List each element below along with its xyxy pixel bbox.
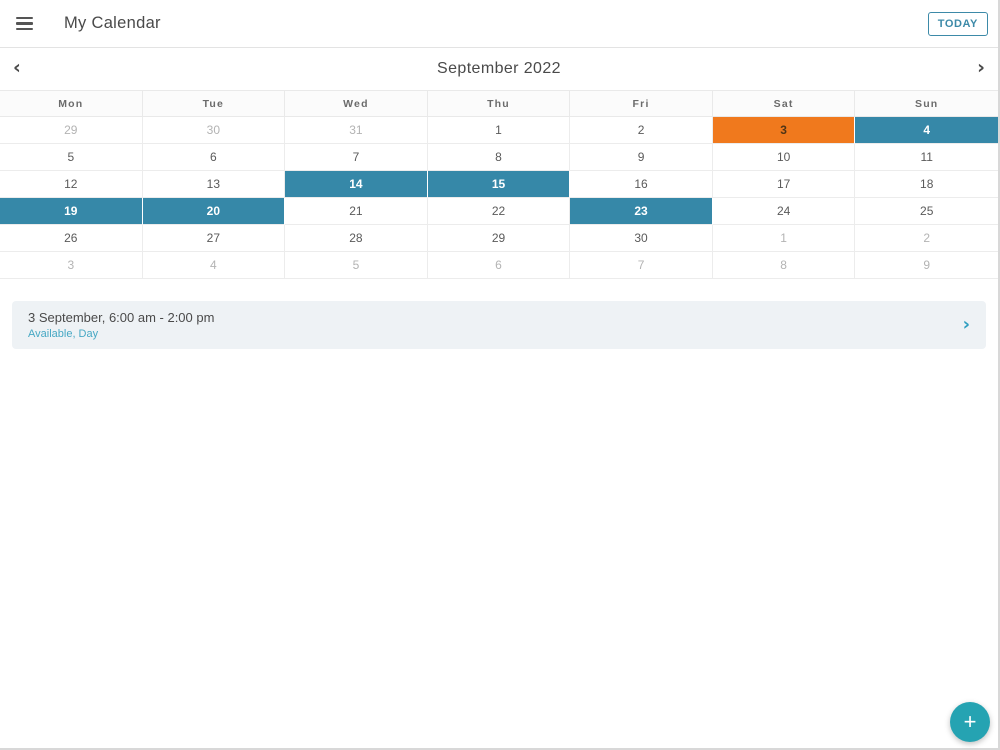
day-cell[interactable]: 27 bbox=[142, 225, 286, 252]
weekday-label-fri: Fri bbox=[570, 91, 713, 116]
weekday-label-sun: Sun bbox=[914, 97, 939, 110]
day-cell[interactable]: 13 bbox=[142, 171, 286, 198]
day-cell[interactable]: 5 bbox=[285, 252, 428, 279]
day-cell[interactable]: 24 bbox=[712, 198, 856, 225]
day-cell[interactable]: 18 bbox=[855, 171, 998, 198]
event-card[interactable]: 3 September, 6:00 am - 2:00 pm Available… bbox=[12, 301, 986, 349]
day-cell[interactable]: 2 bbox=[570, 117, 713, 144]
day-cell[interactable]: 4 bbox=[855, 117, 998, 144]
day-cell[interactable]: 3 bbox=[712, 117, 856, 144]
day-cell[interactable]: 26 bbox=[0, 225, 143, 252]
weekday-label-mon: Mon bbox=[0, 91, 143, 116]
next-month-icon[interactable]: › bbox=[977, 56, 985, 79]
chevron-right-icon[interactable]: › bbox=[962, 314, 970, 335]
day-cell[interactable]: 3 bbox=[0, 252, 143, 279]
day-cell[interactable]: 30 bbox=[570, 225, 713, 252]
calendar-grid: 29 30 31 1 2 3 4 5 6 7 8 9 10 11 12 13 14 15 16 17 18 19 20 21 2… bbox=[0, 117, 998, 279]
day-cell[interactable]: 19 bbox=[0, 198, 143, 225]
prev-month-icon[interactable]: ‹ bbox=[13, 56, 21, 79]
weekday-label-thu: Thu bbox=[428, 91, 571, 116]
day-cell[interactable]: 21 bbox=[285, 198, 428, 225]
page-title: My Calendar bbox=[64, 14, 161, 32]
day-cell[interactable]: 29 bbox=[427, 225, 571, 252]
day-cell[interactable]: 20 bbox=[142, 198, 286, 225]
day-cell[interactable]: 2 bbox=[855, 225, 998, 252]
app-bar: My Calendar TODAY bbox=[0, 0, 998, 48]
day-cell[interactable]: 4 bbox=[142, 252, 286, 279]
event-text: 3 September, 6:00 am - 2:00 pm Available… bbox=[28, 310, 214, 340]
day-cell[interactable]: 11 bbox=[855, 144, 998, 171]
day-cell[interactable]: 31 bbox=[285, 117, 428, 144]
day-cell[interactable]: 1 bbox=[427, 117, 571, 144]
day-cell[interactable]: 8 bbox=[712, 252, 856, 279]
event-time: 3 September, 6:00 am - 2:00 pm bbox=[28, 310, 215, 325]
day-cell[interactable]: 10 bbox=[712, 144, 856, 171]
day-cell[interactable]: 29 bbox=[0, 117, 143, 144]
day-cell[interactable]: 15 bbox=[427, 171, 571, 198]
day-cell[interactable]: 14 bbox=[285, 171, 428, 198]
day-cell[interactable]: 1 bbox=[712, 225, 856, 252]
day-cell[interactable]: 12 bbox=[0, 171, 143, 198]
day-cell[interactable]: 17 bbox=[712, 171, 856, 198]
day-cell[interactable]: 6 bbox=[142, 144, 286, 171]
day-cell[interactable]: 9 bbox=[570, 144, 713, 171]
day-cell[interactable]: 7 bbox=[570, 252, 713, 279]
day-cell[interactable]: 28 bbox=[285, 225, 428, 252]
day-cell[interactable]: 23 bbox=[570, 198, 713, 225]
add-event-button[interactable]: + bbox=[950, 702, 990, 742]
day-cell[interactable]: 7 bbox=[285, 144, 428, 171]
event-status: Available, Day bbox=[28, 328, 99, 340]
today-button[interactable]: TODAY bbox=[927, 11, 988, 36]
day-cell[interactable]: 22 bbox=[427, 198, 571, 225]
weekday-label-sat: Sat bbox=[713, 91, 856, 116]
day-cell[interactable]: 5 bbox=[0, 144, 143, 171]
day-cell[interactable]: 30 bbox=[142, 117, 286, 144]
day-cell[interactable]: 8 bbox=[427, 144, 571, 171]
weekday-label-wed: Wed bbox=[285, 91, 428, 116]
month-navigation: ‹ September 2022 › bbox=[0, 48, 998, 90]
weekday-header-row: Mon Tue Wed Thu Fri Sat Sun bbox=[0, 90, 998, 117]
day-cell[interactable]: 16 bbox=[570, 171, 713, 198]
menu-icon[interactable] bbox=[12, 7, 46, 41]
day-cell[interactable]: 6 bbox=[427, 252, 571, 279]
day-cell[interactable]: 9 bbox=[855, 252, 998, 279]
weekday-label-tue: Tue bbox=[143, 91, 286, 116]
month-title: September 2022 bbox=[437, 60, 561, 77]
day-cell[interactable]: 25 bbox=[855, 198, 998, 225]
